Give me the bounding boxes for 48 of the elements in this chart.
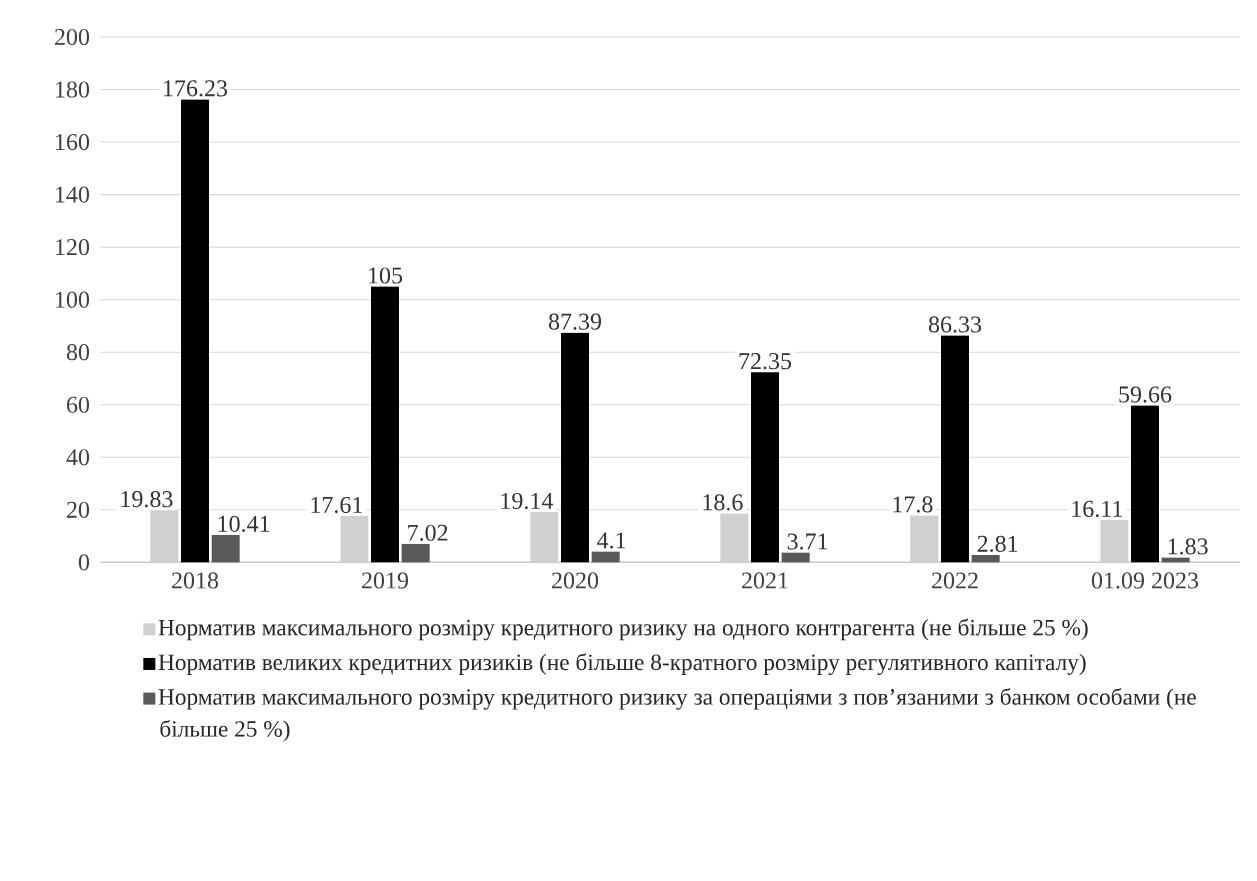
data-label: 17.8 [893, 496, 933, 513]
bar [561, 332, 589, 563]
data-label: 19.83 [121, 491, 173, 508]
y-tick-label: 140 [56, 186, 90, 203]
legend-label: Норматив максимального розміру кредитного ризику за операціями з пов’язаними з банком особами (не більше 25 %) [158, 687, 1196, 742]
y-tick-label: 20 [67, 501, 90, 518]
bar [401, 543, 430, 563]
data-label: 10.41 [218, 515, 270, 533]
y-tick-label: 120 [56, 239, 90, 256]
y-tick-label: 80 [66, 344, 90, 361]
y-tick-label: 40 [66, 449, 90, 466]
data-label: 2.81 [977, 535, 1018, 552]
legend-label: Норматив великих кредитних ризиків (не більше 8-кратного розміру регулятивного капіталу) [158, 653, 1086, 675]
bar [971, 554, 1000, 563]
y-tick-label: 100 [56, 291, 90, 308]
x-tick-label: 01.09 2023 [1091, 572, 1199, 589]
data-label: 87.39 [548, 313, 602, 330]
y-tick-label: 180 [56, 81, 90, 98]
data-label: 72.35 [739, 353, 792, 370]
data-label: 105 [369, 267, 403, 284]
bar [751, 372, 779, 563]
data-label: 1.83 [1168, 538, 1208, 555]
data-label: 17.61 [311, 496, 362, 514]
data-label: 7.02 [408, 524, 448, 541]
data-label: 16.11 [1072, 500, 1122, 518]
x-tick-label: 2018 [172, 572, 219, 589]
bar [781, 552, 810, 563]
data-label: 18.6 [703, 494, 743, 511]
data-label: 176.23 [164, 80, 228, 97]
data-label: 4.1 [597, 532, 626, 549]
y-tick-label: 60 [66, 396, 90, 413]
x-tick-label: 2021 [742, 572, 788, 589]
bar [1100, 520, 1129, 563]
bar [591, 551, 620, 563]
bar [940, 335, 969, 563]
data-label: 86.33 [928, 316, 982, 333]
legend-label: Норматив максимального розміру кредитного ризику на одного контрагента (не більше 25 %) [158, 618, 1088, 641]
bar [371, 286, 399, 563]
data-label: 59.66 [1119, 386, 1172, 403]
data-label: 19.14 [501, 492, 554, 510]
x-tick-label: 2020 [552, 572, 599, 589]
y-tick-label: 0 [78, 554, 90, 571]
x-tick-label: 2022 [932, 572, 978, 589]
bar [340, 516, 369, 563]
data-label: 3.71 [787, 533, 828, 550]
y-tick-label: 160 [56, 133, 90, 151]
y-tick-label: 200 [55, 28, 90, 46]
x-tick-label: 2019 [362, 572, 409, 589]
